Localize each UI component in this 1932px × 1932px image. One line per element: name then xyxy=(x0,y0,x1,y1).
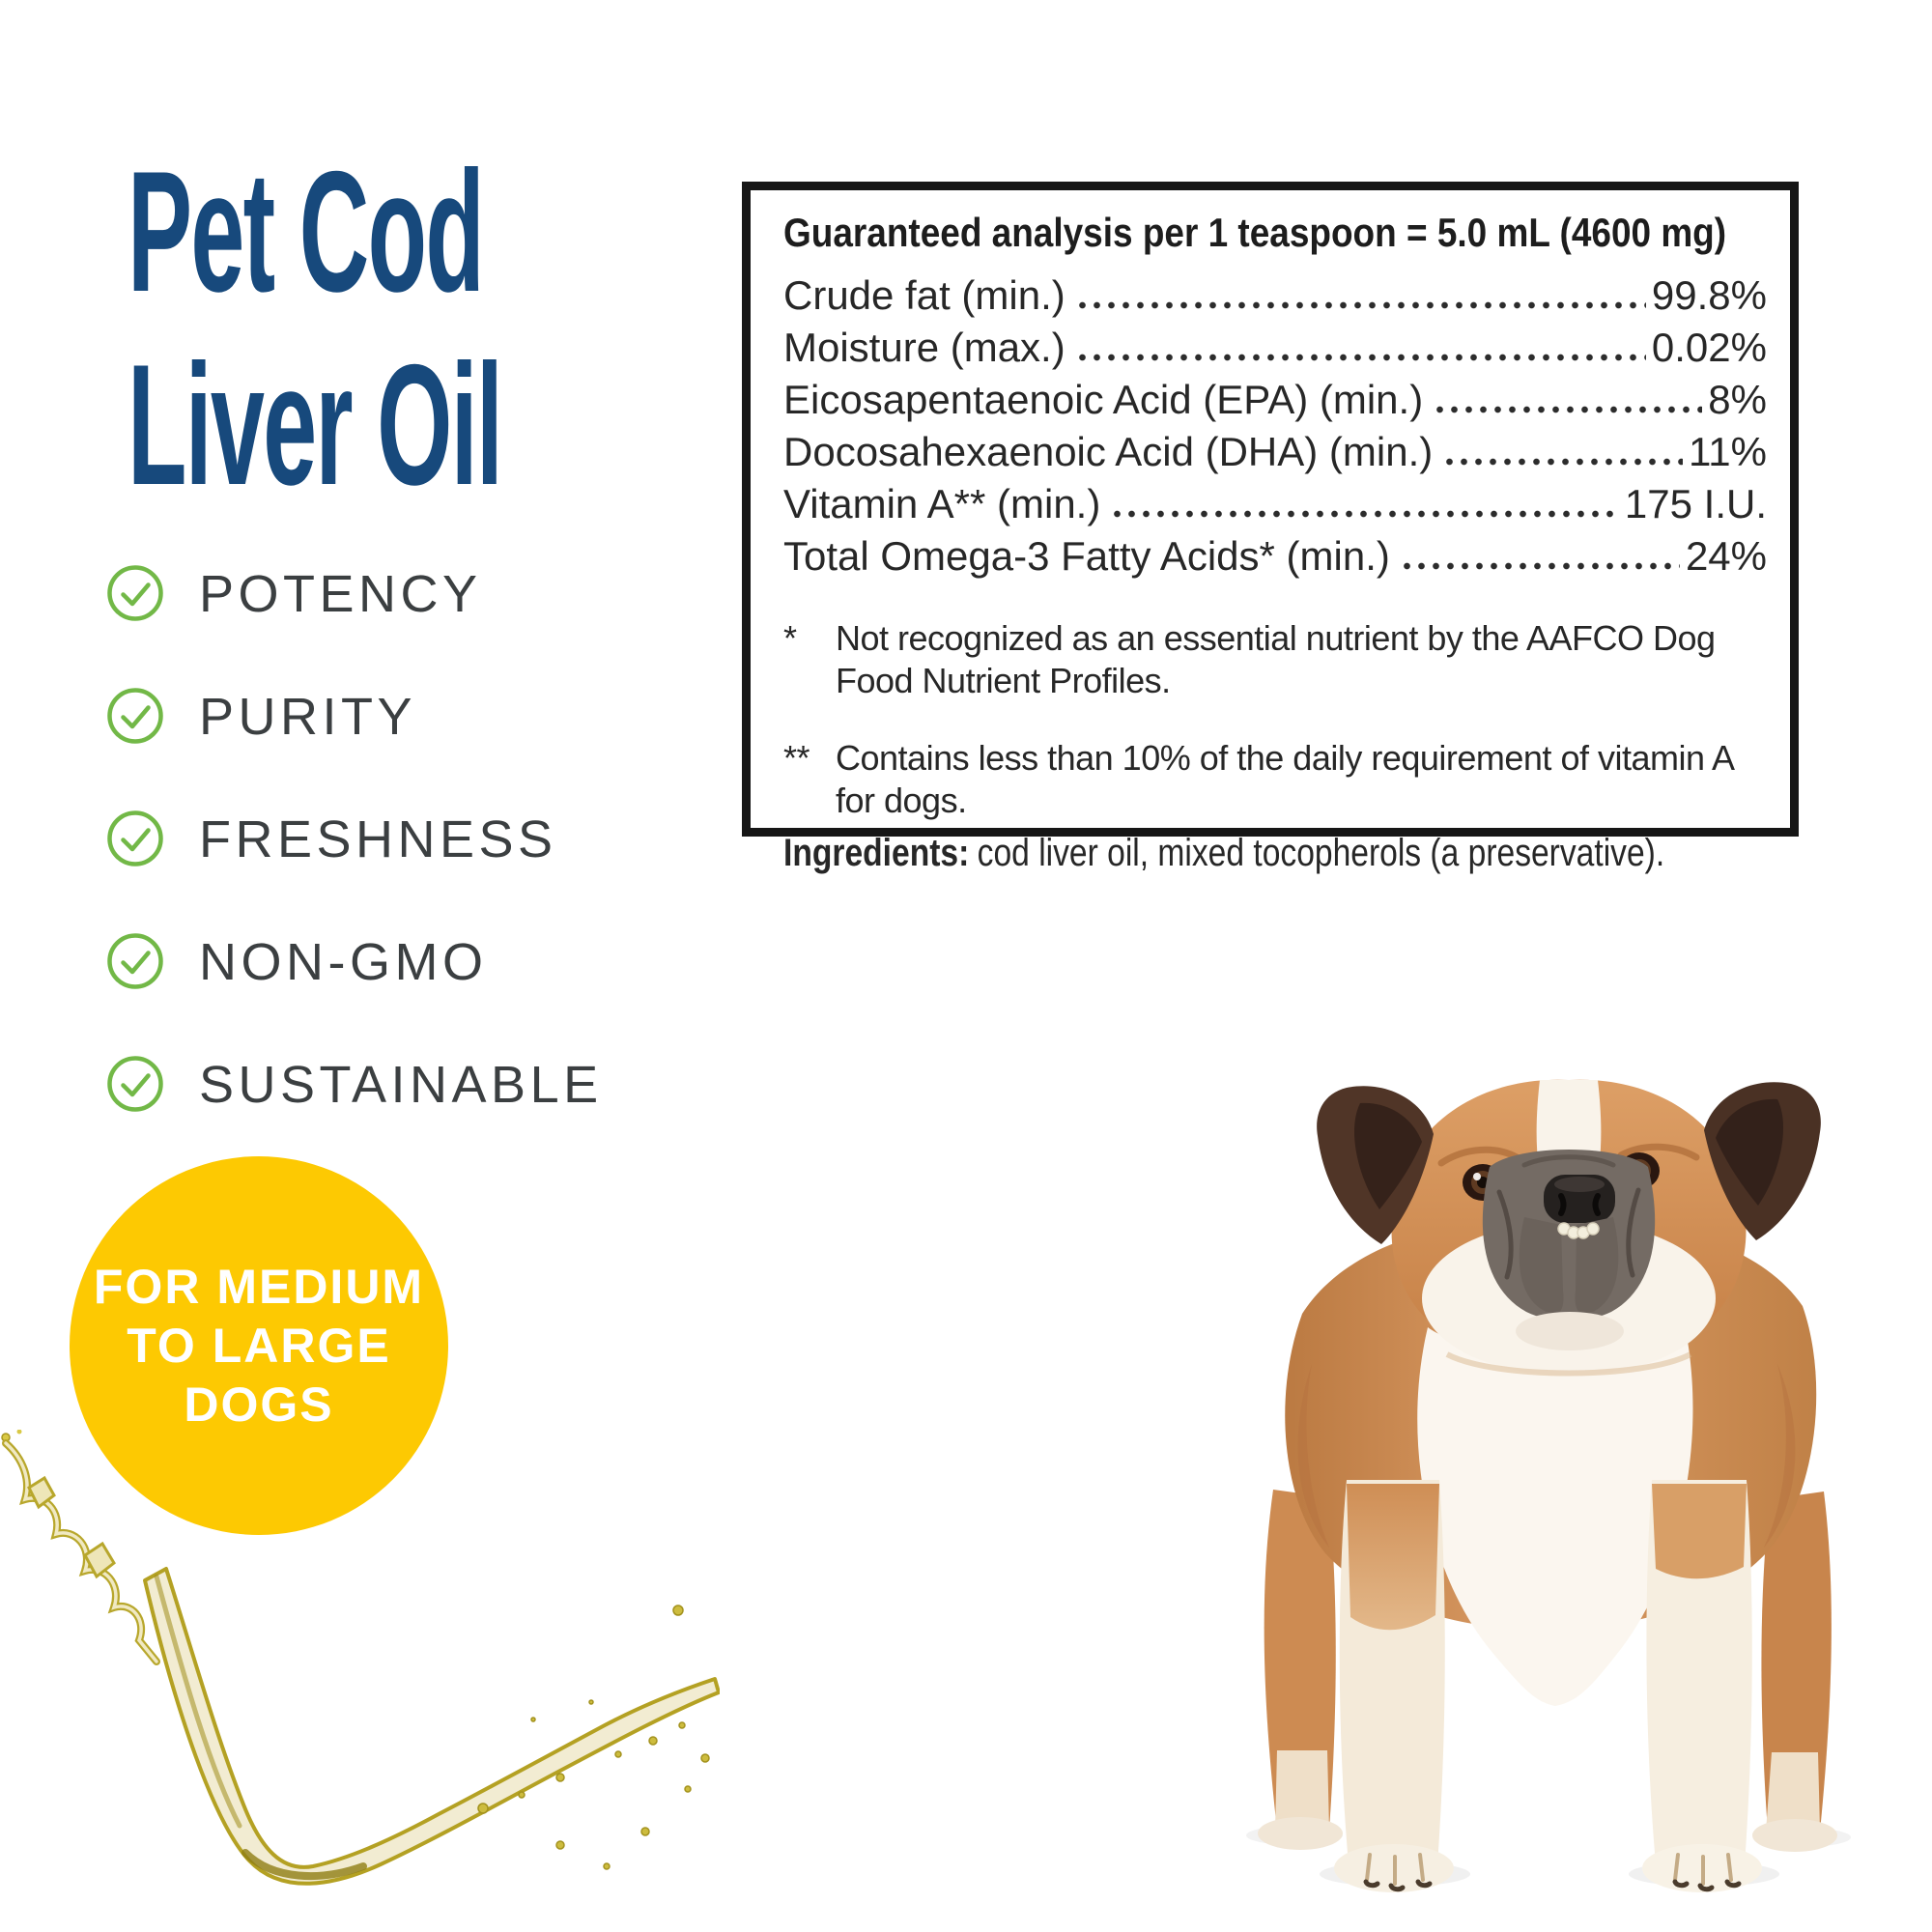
ingredients-text: cod liver oil, mixed tocopherols (a pres… xyxy=(977,832,1665,874)
feature-item: PURITY xyxy=(104,685,603,747)
size-badge-line2: TO LARGE xyxy=(127,1318,391,1373)
dog-teeth xyxy=(1557,1222,1600,1239)
analysis-row-label: Eicosapentaenoic Acid (EPA) (min.) xyxy=(783,377,1424,422)
analysis-row-value: 24% xyxy=(1685,533,1767,579)
analysis-row-value: 8% xyxy=(1708,377,1767,422)
product-title: Pet Cod Liver Oil xyxy=(128,135,503,522)
hind-legs xyxy=(1258,1490,1837,1852)
feature-label: SUSTAINABLE xyxy=(199,1056,603,1114)
dog-nose xyxy=(1544,1175,1615,1223)
analysis-row: Moisture (max.) 0.02% xyxy=(783,322,1767,374)
analysis-row: Eicosapentaenoic Acid (EPA) (min.) 8% xyxy=(783,374,1767,426)
ingredients-line: Ingredients: cod liver oil, mixed tocophe… xyxy=(783,830,1664,876)
footnote-marker: * xyxy=(783,618,797,658)
analysis-row-label: Vitamin A** (min.) xyxy=(783,481,1101,526)
dot-leader xyxy=(1110,506,1619,522)
feature-label: NON-GMO xyxy=(199,933,488,991)
analysis-row-label: Total Omega-3 Fatty Acids* (min.) xyxy=(783,533,1390,579)
bulldog-photo xyxy=(1206,1074,1932,1895)
analysis-row: Total Omega-3 Fatty Acids* (min.) 24% xyxy=(783,530,1767,582)
product-title-line2: Liver Oil xyxy=(128,328,503,521)
dot-leader xyxy=(1433,402,1703,417)
analysis-row: Crude fat (min.) 99.8% xyxy=(783,270,1767,322)
dot-leader xyxy=(1074,298,1646,313)
dot-leader xyxy=(1074,350,1646,365)
neck-fold xyxy=(1445,1351,1692,1377)
analysis-row-label: Crude fat (min.) xyxy=(783,272,1065,318)
analysis-row: Docosahexaenoic Acid (DHA) (min.) 11% xyxy=(783,426,1767,478)
analysis-row-value: 0.02% xyxy=(1651,325,1767,370)
dog-head xyxy=(1317,1079,1821,1377)
analysis-row-value: 99.8% xyxy=(1651,272,1767,318)
oil-pool xyxy=(143,1567,720,1886)
oil-stream xyxy=(1,1430,160,1665)
footnote: * Not recognized as an essential nutrien… xyxy=(783,617,1767,702)
guaranteed-analysis-panel: Guaranteed analysis per 1 teaspoon = 5.0… xyxy=(742,182,1799,874)
analysis-row-label: Docosahexaenoic Acid (DHA) (min.) xyxy=(783,429,1434,474)
dog-chest xyxy=(1417,1325,1693,1706)
oil-droplets xyxy=(477,1605,710,1870)
analysis-row: Vitamin A** (min.) 175 I.U. xyxy=(783,478,1767,530)
feature-item: SUSTAINABLE xyxy=(104,1053,603,1115)
analysis-row-value: 11% xyxy=(1689,429,1767,474)
oil-splash-illustration xyxy=(0,1430,720,1932)
size-badge-line1: FOR MEDIUM xyxy=(93,1259,425,1314)
analysis-title: Guaranteed analysis per 1 teaspoon = 5.0… xyxy=(783,210,1727,255)
check-circle-icon xyxy=(104,808,166,869)
footnote-marker: ** xyxy=(783,738,810,778)
check-circle-icon xyxy=(104,562,166,624)
dog-jowls xyxy=(1519,1217,1619,1315)
dog-ears xyxy=(1317,1082,1821,1244)
feature-label: POTENCY xyxy=(199,565,482,623)
brow-wrinkles xyxy=(1437,1143,1700,1167)
analysis-row-label: Moisture (max.) xyxy=(783,325,1065,370)
analysis-row-value: 175 I.U. xyxy=(1624,481,1767,526)
footnote-text: Contains less than 10% of the daily requ… xyxy=(836,738,1733,820)
footnote-text: Not recognized as an essential nutrient … xyxy=(836,618,1716,700)
check-circle-icon xyxy=(104,930,166,992)
dot-leader xyxy=(1442,454,1684,469)
dot-leader xyxy=(1399,558,1680,574)
dog-chin xyxy=(1516,1312,1624,1350)
feature-list: POTENCY PURITY FRESHNESS NON-GMO SUSTAIN… xyxy=(104,562,603,1176)
feature-label: FRESHNESS xyxy=(199,810,557,868)
analysis-footnotes: * Not recognized as an essential nutrien… xyxy=(783,617,1767,822)
check-circle-icon xyxy=(104,1053,166,1115)
size-badge-line3: DOGS xyxy=(184,1377,334,1432)
feature-item: POTENCY xyxy=(104,562,603,624)
check-circle-icon xyxy=(104,685,166,747)
feature-item: NON-GMO xyxy=(104,930,603,992)
size-badge: FOR MEDIUM TO LARGE DOGS xyxy=(70,1156,448,1535)
footnote: ** Contains less than 10% of the daily r… xyxy=(783,737,1767,822)
feature-label: PURITY xyxy=(199,688,417,746)
ingredients-label: Ingredients: xyxy=(783,832,970,874)
feature-item: FRESHNESS xyxy=(104,808,603,869)
product-title-line1: Pet Cod xyxy=(128,135,485,327)
front-legs xyxy=(1334,1480,1762,1892)
